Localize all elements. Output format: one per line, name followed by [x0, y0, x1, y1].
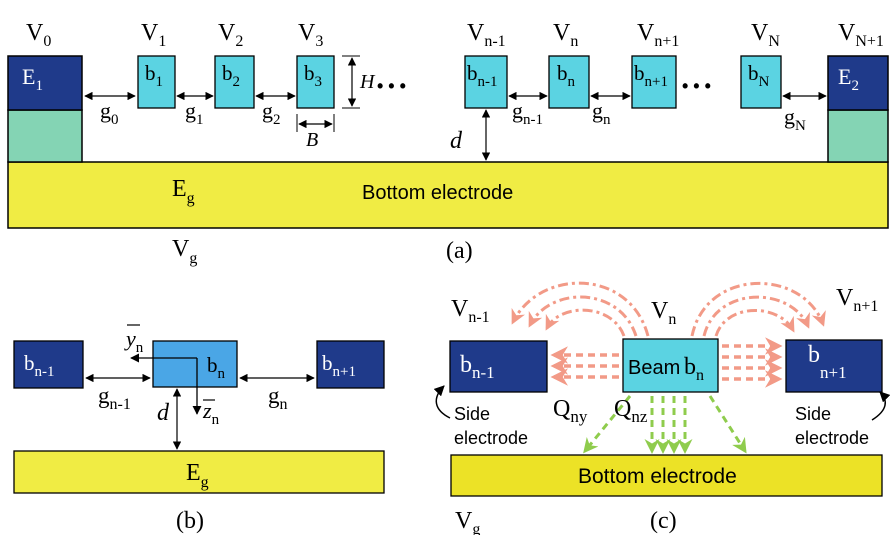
label-vn-1: Vn-1: [467, 20, 506, 50]
side-electrode-e1-lower: [7, 109, 83, 163]
electrode-bn-1: [13, 340, 84, 389]
label-vn+1: Vn+1: [637, 20, 679, 50]
electrode-bn+1: [316, 340, 385, 389]
beam-bn: [622, 338, 719, 393]
label-gn: gn: [592, 98, 611, 128]
beam-b3: [296, 55, 335, 109]
side-electrode-e2: [827, 55, 889, 111]
label-g1: g1: [185, 98, 204, 128]
label-bn: bn: [207, 353, 226, 382]
beam-bn: [548, 55, 590, 109]
panel-a: V0 V1 V2 V3 Vn-1 Vn Vn+1 VN VN+1 E1 E2 b…: [7, 20, 889, 267]
label-vn: Vn: [651, 298, 676, 328]
label-bn-1: bn-1: [460, 352, 495, 382]
side-electrode-left: [449, 340, 548, 393]
field-lines-left: [550, 346, 619, 386]
bottom-electrode: [450, 454, 883, 497]
label-v3: V3: [298, 20, 323, 50]
beam-bn-1: [464, 55, 508, 109]
label-v1: V1: [141, 20, 166, 50]
label-e1: E1: [22, 64, 43, 94]
label-gn: gn: [268, 383, 288, 413]
side-electrode-right: [785, 339, 883, 393]
caption-c: (c): [650, 508, 677, 534]
beam-b2: [214, 55, 255, 109]
ellipsis-right: • • •: [682, 76, 711, 96]
field-lines-right: [722, 337, 783, 388]
label-b2: b2: [222, 61, 240, 90]
beam-bn: [152, 340, 238, 388]
label-gn-1: gn-1: [98, 383, 131, 413]
label-g2: g2: [262, 98, 281, 128]
panel-b: bn-1 bn bn+1 yn zn gn-1 gn d Eg (b): [13, 324, 385, 534]
ellipsis-left: • • •: [377, 76, 406, 96]
label-distance-d: d: [157, 400, 170, 426]
label-bottom-electrode: Bottom electrode: [578, 465, 737, 488]
label-v2: V2: [218, 20, 243, 50]
label-qnz: Qnz: [614, 396, 648, 426]
label-g0: g0: [100, 98, 119, 128]
label-yn: yn: [124, 326, 144, 356]
bottom-electrode: [7, 161, 889, 229]
label-v0: V0: [26, 20, 51, 50]
label-beam-bn: bn: [684, 354, 704, 384]
label-eg: Eg: [186, 460, 209, 491]
label-vN+1: VN+1: [838, 20, 884, 50]
label-bottom-electrode: Bottom electrode: [362, 182, 513, 204]
label-bn+1: bn+1: [634, 61, 668, 90]
label-bn-1: bn-1: [467, 61, 498, 90]
field-lines-bottom: [583, 395, 747, 454]
label-gN: gN: [784, 104, 806, 134]
caption-a: (a): [446, 238, 473, 264]
caption-b: (b): [176, 508, 204, 534]
label-vn-1: Vn-1: [451, 296, 490, 326]
field-arcs-left: [511, 281, 650, 337]
label-vn+1: Vn+1: [836, 285, 878, 315]
label-bn+1: bn+1: [808, 342, 847, 382]
ground-electrode: [13, 450, 385, 494]
side-electrode-e1: [7, 55, 83, 111]
label-qny: Qny: [553, 396, 588, 426]
label-b3: b3: [304, 61, 322, 90]
label-eg: Eg: [172, 176, 195, 207]
label-beam: Beam: [628, 357, 680, 379]
label-bN: bN: [748, 61, 770, 90]
label-vg: Vg: [455, 508, 480, 535]
label-width-b: B: [306, 129, 318, 151]
label-side-left-2: electrode: [454, 428, 528, 448]
label-vN: VN: [751, 20, 780, 50]
label-side-left-1: Side: [454, 404, 490, 424]
label-bn+1: bn+1: [322, 351, 356, 380]
label-distance-d: d: [450, 128, 463, 154]
label-gn-1: gn-1: [512, 98, 543, 128]
label-vn: Vn: [553, 20, 578, 50]
right-pointer-arrow: [871, 391, 891, 421]
label-bn-1: bn-1: [24, 351, 55, 380]
left-pointer-arrow: [433, 385, 451, 419]
label-zn: zn: [202, 398, 220, 428]
beam-b1: [137, 55, 176, 109]
label-height-h: H: [359, 71, 376, 93]
label-vg: Vg: [172, 236, 197, 267]
label-e2: E2: [838, 64, 859, 94]
panel-c: Vn-1 Vn Vn+1 bn-1 Beam bn bn+1 Qny Qnz S…: [433, 281, 891, 535]
side-electrode-e2-lower: [827, 109, 889, 163]
beam-bN: [740, 55, 782, 109]
label-b1: b1: [145, 61, 163, 90]
label-side-right-1: Side: [795, 404, 831, 424]
label-bn: bn: [557, 61, 576, 90]
field-arcs-right: [690, 282, 826, 337]
label-side-right-2: electrode: [795, 428, 869, 448]
beam-bn+1: [631, 55, 677, 109]
